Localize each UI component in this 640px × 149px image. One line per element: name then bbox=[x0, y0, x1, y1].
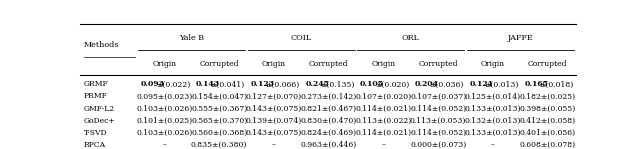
Text: 0.824±(0.469): 0.824±(0.469) bbox=[301, 129, 356, 137]
Text: 0.114±(0.021): 0.114±(0.021) bbox=[355, 129, 412, 137]
Text: 0.165: 0.165 bbox=[524, 80, 548, 88]
Text: 0.143: 0.143 bbox=[196, 80, 220, 88]
Text: 0.123: 0.123 bbox=[250, 80, 275, 88]
Text: 0.830±(0.470): 0.830±(0.470) bbox=[301, 117, 356, 125]
Text: 0.963±(0.446): 0.963±(0.446) bbox=[301, 141, 356, 149]
Text: 0.273±(0.142): 0.273±(0.142) bbox=[301, 93, 356, 100]
Text: Methods: Methods bbox=[84, 41, 119, 49]
Text: 0.125±(0.014): 0.125±(0.014) bbox=[465, 93, 521, 100]
Text: 0.114±(0.052): 0.114±(0.052) bbox=[410, 104, 466, 112]
Text: 0.121: 0.121 bbox=[469, 80, 493, 88]
Text: 0.113±(0.022): 0.113±(0.022) bbox=[355, 117, 412, 125]
Text: 0.000±(0.073): 0.000±(0.073) bbox=[410, 141, 467, 149]
Text: 0.113±(0.053): 0.113±(0.053) bbox=[410, 117, 467, 125]
Text: –: – bbox=[491, 141, 495, 149]
Text: –: – bbox=[272, 141, 276, 149]
Text: 0.143±(0.075): 0.143±(0.075) bbox=[246, 129, 302, 137]
Text: 0.132±(0.013): 0.132±(0.013) bbox=[465, 117, 521, 125]
Text: 0.114±(0.021): 0.114±(0.021) bbox=[355, 104, 412, 112]
Text: 0.565±(0.370): 0.565±(0.370) bbox=[191, 117, 247, 125]
Text: Origin: Origin bbox=[481, 60, 505, 68]
Text: ±(0.013): ±(0.013) bbox=[484, 80, 519, 88]
Text: PRMF: PRMF bbox=[84, 93, 108, 100]
Text: 0.107±(0.037): 0.107±(0.037) bbox=[410, 93, 467, 100]
Text: ±(0.020): ±(0.020) bbox=[375, 80, 409, 88]
Text: 0.204: 0.204 bbox=[415, 80, 438, 88]
Text: GMF-L2: GMF-L2 bbox=[84, 104, 115, 112]
Text: RPCA: RPCA bbox=[84, 141, 106, 149]
Text: 0.154±(0.047): 0.154±(0.047) bbox=[191, 93, 247, 100]
Text: GRMF: GRMF bbox=[84, 80, 109, 88]
Text: 0.412±(0.058): 0.412±(0.058) bbox=[520, 117, 576, 125]
Text: Corrupted: Corrupted bbox=[419, 60, 458, 68]
Text: 0.143±(0.075): 0.143±(0.075) bbox=[246, 104, 302, 112]
Text: Origin: Origin bbox=[371, 60, 396, 68]
Text: Corrupted: Corrupted bbox=[309, 60, 348, 68]
Text: Corrupted: Corrupted bbox=[200, 60, 239, 68]
Text: 0.095±(0.023): 0.095±(0.023) bbox=[136, 93, 193, 100]
Text: 0.245: 0.245 bbox=[305, 80, 329, 88]
Text: 0.139±(0.074): 0.139±(0.074) bbox=[246, 117, 302, 125]
Text: 0.401±(0.056): 0.401±(0.056) bbox=[520, 129, 576, 137]
Text: 0.133±(0.013): 0.133±(0.013) bbox=[465, 104, 521, 112]
Text: 0.835±(0.380): 0.835±(0.380) bbox=[191, 141, 247, 149]
Text: Origin: Origin bbox=[152, 60, 177, 68]
Text: ±(0.018): ±(0.018) bbox=[539, 80, 573, 88]
Text: ±(0.022): ±(0.022) bbox=[156, 80, 190, 88]
Text: ±(0.036): ±(0.036) bbox=[429, 80, 464, 88]
Text: ±(0.041): ±(0.041) bbox=[211, 80, 245, 88]
Text: –: – bbox=[163, 141, 166, 149]
Text: GoDec+: GoDec+ bbox=[84, 117, 116, 125]
Text: ±(0.135): ±(0.135) bbox=[320, 80, 355, 88]
Text: ORL: ORL bbox=[402, 34, 420, 42]
Text: 0.555±(0.367): 0.555±(0.367) bbox=[191, 104, 247, 112]
Text: 0.398±(0.055): 0.398±(0.055) bbox=[520, 104, 576, 112]
Text: 0.101±(0.025): 0.101±(0.025) bbox=[136, 117, 193, 125]
Text: 0.127±(0.070): 0.127±(0.070) bbox=[246, 93, 302, 100]
Text: Corrupted: Corrupted bbox=[528, 60, 568, 68]
Text: Yale B: Yale B bbox=[179, 34, 204, 42]
Text: 0.608±(0.078): 0.608±(0.078) bbox=[520, 141, 576, 149]
Text: 0.103±(0.026): 0.103±(0.026) bbox=[136, 129, 193, 137]
Text: –: – bbox=[381, 141, 385, 149]
Text: 0.114±(0.052): 0.114±(0.052) bbox=[410, 129, 466, 137]
Text: 0.103±(0.026): 0.103±(0.026) bbox=[136, 104, 193, 112]
Text: 0.093: 0.093 bbox=[141, 80, 165, 88]
Text: 0.107±(0.020): 0.107±(0.020) bbox=[355, 93, 412, 100]
Text: COIL: COIL bbox=[291, 34, 312, 42]
Text: 0.560±(0.368): 0.560±(0.368) bbox=[191, 129, 247, 137]
Text: 0.182±(0.025): 0.182±(0.025) bbox=[520, 93, 576, 100]
Text: Origin: Origin bbox=[262, 60, 286, 68]
Text: JAFFE: JAFFE bbox=[508, 34, 533, 42]
Text: 0.821±(0.467): 0.821±(0.467) bbox=[301, 104, 356, 112]
Text: 0.105: 0.105 bbox=[360, 80, 384, 88]
Text: ±(0.066): ±(0.066) bbox=[266, 80, 300, 88]
Text: T-SVD: T-SVD bbox=[84, 129, 108, 137]
Text: 0.133±(0.013): 0.133±(0.013) bbox=[465, 129, 521, 137]
